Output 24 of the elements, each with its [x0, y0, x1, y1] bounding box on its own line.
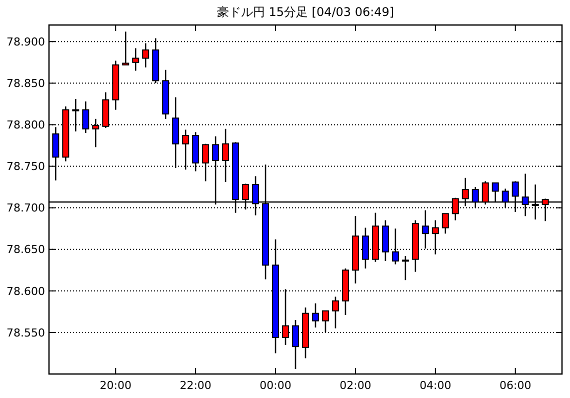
- y-tick-label: 78.750: [6, 160, 45, 174]
- y-tick-label: 78.900: [6, 35, 45, 48]
- x-tick-label: 04:00: [420, 379, 452, 392]
- candlestick: [402, 255, 409, 281]
- chart-title: 豪ドル円 15分足 [04/03 06:49]: [216, 5, 394, 19]
- y-tick-label: 78.550: [6, 326, 45, 340]
- y-tick-label: 78.600: [6, 284, 45, 298]
- candlestick: [202, 143, 210, 182]
- x-tick-label: 02:00: [340, 379, 372, 392]
- candlestick: [132, 48, 140, 72]
- y-tick-label: 78.700: [6, 202, 45, 215]
- x-tick-label: 22:00: [180, 379, 212, 392]
- x-tick-label: 20:00: [100, 379, 132, 392]
- x-tick-label: 06:00: [500, 379, 532, 392]
- y-tick-label: 78.650: [6, 243, 45, 256]
- candlestick: [422, 210, 429, 250]
- candlestick: [312, 302, 319, 328]
- x-tick-label: 00:00: [260, 379, 292, 392]
- y-tick-label: 78.800: [6, 118, 45, 132]
- candlestick: [82, 100, 90, 134]
- candlestick: [442, 212, 449, 234]
- candlestick: [292, 319, 300, 370]
- candlestick: [332, 296, 339, 329]
- y-tick-label: 78.850: [6, 77, 45, 90]
